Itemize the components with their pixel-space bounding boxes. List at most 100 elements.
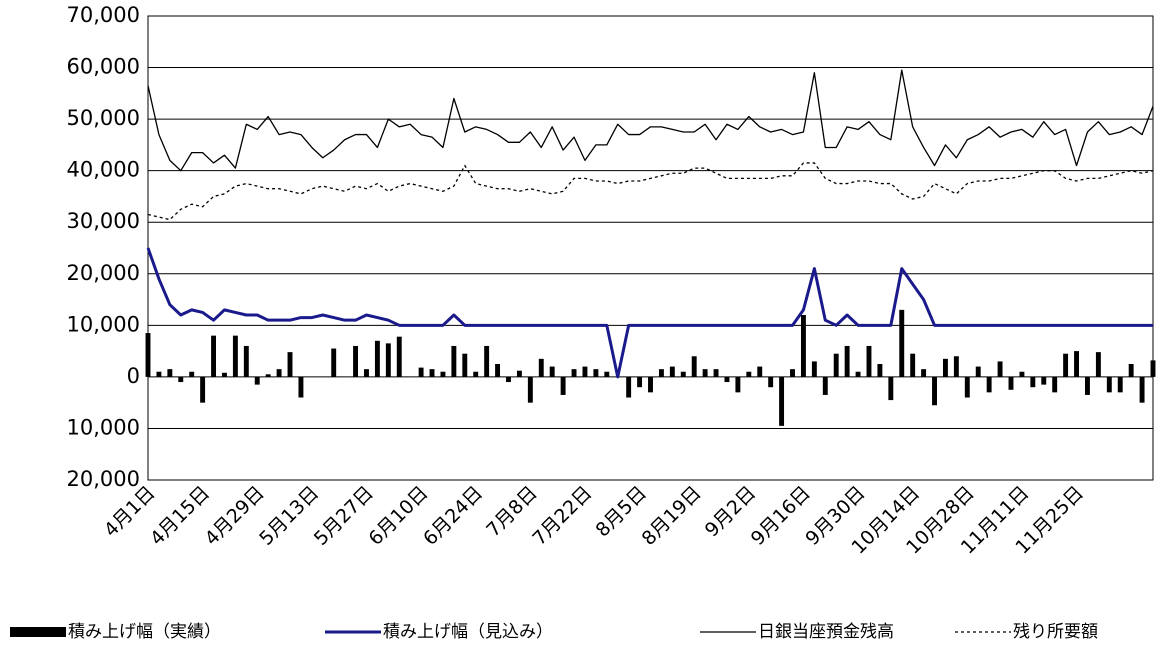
bar [331,348,337,377]
bar [779,376,785,426]
bar [626,376,632,398]
bar [298,376,304,398]
bar [451,345,457,377]
y-tick-label: 30,000 [67,209,140,233]
x-tick-label: 6月24日 [419,482,487,550]
bar [200,376,206,403]
x-tick-label: 6月10日 [364,482,432,550]
bar [440,371,446,377]
bar [790,369,795,377]
bar [167,369,173,377]
bar [560,376,566,395]
y-tick-label: 0 [127,364,140,388]
bar [866,345,872,377]
y-tick-label: 60,000 [67,55,140,79]
bar [899,309,905,377]
legend-swatch [10,627,66,637]
legend-label: 残り所要額 [1013,622,1098,642]
y-tick-label: 20,000 [67,467,140,491]
bar [276,369,282,377]
x-tick-label: 7月22日 [528,482,596,550]
bar [702,369,708,377]
bar [571,369,577,377]
bar [844,345,850,377]
bar [156,371,162,377]
plot-frame [147,15,1154,481]
bar [243,345,249,377]
bar [1084,376,1090,395]
bar [932,376,937,406]
y-tick-label: 10,000 [67,312,140,336]
y-tick-label: 10,000 [67,415,140,439]
y-tick-label: 20,000 [67,261,140,285]
line-series [147,162,1154,221]
bar [527,376,533,403]
bar [484,345,490,377]
bar [997,361,1003,377]
bar [364,369,369,377]
bar [396,336,402,377]
bar [910,353,916,377]
bar [964,376,970,398]
bar [942,358,948,377]
bar [473,371,479,377]
bar [145,333,151,377]
bar [637,376,643,388]
bar [178,376,184,383]
bar [757,366,763,377]
bar [1019,371,1025,377]
legend-label: 日銀当座預金残高 [758,622,894,642]
bar [385,343,391,377]
bar [516,370,522,377]
bar [1150,360,1156,377]
bar [211,335,217,377]
bar [1117,376,1123,393]
legend-label: 積み上げ幅（実績） [68,622,221,642]
bar [1095,352,1101,377]
bar [549,366,555,377]
bar [658,369,664,377]
bar [1041,376,1047,385]
bar [582,366,588,377]
x-tick-label: 5月13日 [255,482,323,550]
bar [724,376,730,383]
bar [811,361,817,377]
bar [669,366,675,377]
bar [855,371,861,377]
bar [680,371,686,377]
x-tick-label: 8月19日 [638,482,706,550]
bar [1008,376,1014,390]
bar [418,367,424,377]
bar [1128,364,1134,377]
bar [538,358,544,377]
legend-label: 積み上げ幅（見込み） [383,622,553,642]
bar [232,335,238,377]
bar [462,353,468,377]
bar [189,371,195,377]
bar [822,376,828,395]
y-tick-label: 50,000 [67,106,140,130]
bar [953,356,959,377]
bar [975,366,981,377]
bar [986,376,992,393]
y-tick-label: 70,000 [67,3,140,27]
bar [746,371,752,377]
bar [495,364,501,377]
bar [254,376,260,385]
bar [593,369,599,377]
bar [1030,376,1036,388]
bar [506,376,511,383]
bar [877,364,883,377]
bar [921,369,927,377]
x-tick-label: 5月27日 [310,482,378,550]
bar [287,352,293,377]
bar [713,369,719,377]
bar [1063,353,1069,377]
bar [265,374,271,377]
bar [833,353,839,377]
x-tick-label: 4月29日 [201,482,269,550]
bar [768,376,774,388]
x-tick-label: 4月15日 [146,482,214,550]
line-series [147,69,1154,172]
